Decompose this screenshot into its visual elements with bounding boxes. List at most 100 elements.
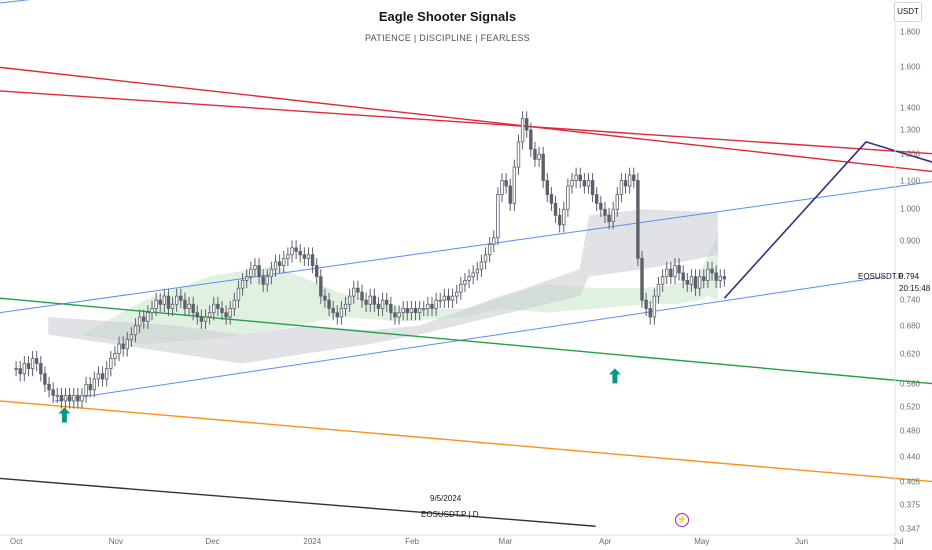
- candle-body[interactable]: [224, 312, 228, 318]
- candle-body[interactable]: [158, 299, 162, 305]
- candle-body[interactable]: [660, 276, 665, 285]
- candle-body[interactable]: [599, 202, 603, 210]
- candle-body[interactable]: [240, 280, 245, 289]
- candle-body[interactable]: [422, 308, 426, 310]
- candle-body[interactable]: [706, 268, 710, 281]
- candle-body[interactable]: [693, 276, 698, 289]
- candle-body[interactable]: [623, 180, 628, 187]
- candle-body[interactable]: [356, 287, 360, 293]
- candle-body[interactable]: [335, 312, 339, 318]
- candle-body[interactable]: [150, 308, 154, 314]
- candle-body[interactable]: [269, 268, 274, 278]
- candle-body[interactable]: [566, 185, 570, 210]
- candle-body[interactable]: [277, 261, 282, 266]
- candle-body[interactable]: [459, 283, 463, 293]
- candle-body[interactable]: [500, 180, 504, 195]
- candle-body[interactable]: [673, 265, 677, 278]
- trend-line-blue-0[interactable]: [0, 0, 274, 4]
- candle-body[interactable]: [302, 254, 307, 259]
- candle-body[interactable]: [409, 308, 414, 314]
- candle-body[interactable]: [113, 353, 117, 359]
- candle-body[interactable]: [463, 280, 467, 285]
- trend-line-blue-4[interactable]: [54, 276, 886, 402]
- candle-body[interactable]: [298, 250, 302, 256]
- candle-body[interactable]: [72, 394, 76, 402]
- candle-body[interactable]: [273, 261, 278, 270]
- candle-body[interactable]: [179, 295, 183, 301]
- candle-body[interactable]: [319, 276, 323, 297]
- candle-body[interactable]: [294, 247, 298, 252]
- candle-body[interactable]: [656, 283, 661, 297]
- candle-body[interactable]: [88, 383, 92, 391]
- candle-body[interactable]: [615, 194, 620, 210]
- trend-line-green-5[interactable]: [0, 297, 932, 385]
- candle-body[interactable]: [533, 148, 537, 160]
- candle-body[interactable]: [483, 254, 488, 263]
- candle-body[interactable]: [22, 363, 27, 375]
- candle-body[interactable]: [43, 373, 47, 385]
- candle-body[interactable]: [343, 303, 348, 309]
- candle-body[interactable]: [438, 299, 442, 302]
- candle-body[interactable]: [652, 295, 657, 318]
- trend-line-red-2[interactable]: [0, 90, 932, 155]
- candle-body[interactable]: [121, 343, 125, 350]
- candle-body[interactable]: [154, 299, 158, 309]
- candle-body[interactable]: [253, 265, 257, 270]
- candle-body[interactable]: [417, 308, 422, 314]
- trend-line-orange-6[interactable]: [0, 400, 932, 483]
- candle-body[interactable]: [586, 180, 591, 187]
- candle-body[interactable]: [51, 389, 55, 396]
- candle-body[interactable]: [537, 153, 541, 160]
- candle-body[interactable]: [133, 325, 138, 336]
- candle-body[interactable]: [442, 295, 447, 301]
- candle-body[interactable]: [59, 394, 64, 402]
- candle-body[interactable]: [306, 254, 311, 259]
- candle-body[interactable]: [574, 174, 578, 181]
- candle-body[interactable]: [702, 276, 706, 281]
- candle-body[interactable]: [368, 295, 372, 305]
- candle-body[interactable]: [327, 299, 331, 309]
- candle-body[interactable]: [508, 185, 512, 204]
- candle-body[interactable]: [146, 312, 150, 322]
- candle-body[interactable]: [603, 208, 607, 216]
- candle-body[interactable]: [162, 295, 167, 305]
- candle-body[interactable]: [471, 272, 475, 278]
- candle-body[interactable]: [55, 394, 59, 397]
- projection-path[interactable]: [723, 140, 932, 299]
- candle-body[interactable]: [570, 180, 574, 187]
- candle-body[interactable]: [290, 247, 294, 256]
- candle-body[interactable]: [347, 295, 352, 305]
- candle-body[interactable]: [352, 287, 356, 297]
- candle-body[interactable]: [541, 153, 545, 181]
- candle-body[interactable]: [376, 303, 381, 309]
- candle-body[interactable]: [516, 141, 521, 168]
- candle-body[interactable]: [467, 276, 471, 281]
- candle-body[interactable]: [636, 180, 640, 259]
- candle-body[interactable]: [545, 180, 550, 195]
- candle-body[interactable]: [450, 295, 455, 301]
- candle-body[interactable]: [487, 244, 492, 256]
- candle-body[interactable]: [640, 257, 644, 301]
- candle-body[interactable]: [84, 383, 88, 396]
- candle-body[interactable]: [191, 303, 195, 314]
- candle-body[interactable]: [109, 358, 113, 369]
- candle-body[interactable]: [14, 368, 18, 370]
- candle-body[interactable]: [80, 394, 84, 402]
- candle-body[interactable]: [619, 180, 624, 195]
- candle-body[interactable]: [187, 303, 191, 309]
- candle-body[interactable]: [207, 312, 212, 318]
- candle-body[interactable]: [669, 268, 673, 278]
- candle-body[interactable]: [315, 265, 319, 278]
- candle-body[interactable]: [714, 272, 718, 281]
- candle-body[interactable]: [195, 312, 199, 318]
- candle-body[interactable]: [18, 368, 22, 375]
- candle-body[interactable]: [216, 303, 220, 309]
- candle-body[interactable]: [100, 373, 105, 380]
- candle-body[interactable]: [30, 358, 35, 369]
- candle-body[interactable]: [689, 276, 694, 285]
- candle-body[interactable]: [232, 299, 237, 309]
- candle-body[interactable]: [697, 276, 702, 289]
- candle-body[interactable]: [286, 254, 290, 259]
- candle-body[interactable]: [385, 299, 389, 305]
